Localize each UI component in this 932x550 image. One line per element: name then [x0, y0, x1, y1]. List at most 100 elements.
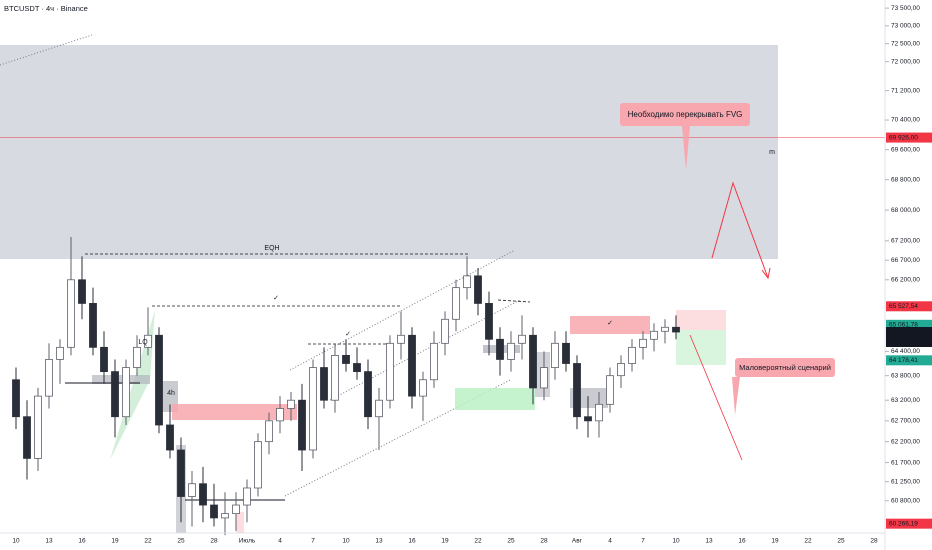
candle-body: [188, 483, 196, 497]
annotation: LQ: [138, 339, 148, 346]
arrow-path: [689, 334, 743, 461]
price-label: 60 266,19: [889, 520, 918, 527]
y-tick-label: 68 800,00: [891, 176, 920, 183]
price-label-bg: [886, 319, 932, 330]
zone: [172, 404, 297, 420]
candle-body: [353, 363, 361, 373]
callout: [735, 358, 835, 377]
candle-body: [221, 513, 229, 519]
x-tick-label: 25: [507, 538, 515, 545]
candle-body: [122, 367, 130, 418]
candle-body: [210, 504, 218, 519]
zone: [570, 316, 650, 334]
candle-body: [89, 303, 97, 348]
x-tick-label: 22: [144, 538, 152, 545]
fvg-zone: [0, 45, 778, 259]
y-tick-label: 66 700,00: [891, 257, 920, 264]
candle-body: [639, 338, 647, 348]
candle-body: [287, 399, 295, 409]
candle-body: [463, 275, 471, 289]
trend-line: [0, 34, 93, 66]
arrow-path: [711, 181, 769, 279]
x-tick-label: 25: [837, 538, 845, 545]
candle-body: [551, 342, 559, 368]
price-label-bg: [886, 301, 932, 312]
candle-body: [331, 355, 339, 401]
price-label: 69 926,00: [889, 134, 918, 141]
candles: [0, 137, 885, 536]
annotation: ✓: [273, 295, 279, 302]
x-tick-label: 22: [474, 538, 482, 545]
candle-body: [166, 424, 174, 451]
y-tick-label: 73 000,00: [891, 23, 920, 30]
zone: [455, 388, 535, 410]
x-tick-label: 19: [771, 538, 779, 545]
chart-title: BTCUSDT · 4ч · Binance: [4, 4, 88, 13]
x-tick-label: 16: [408, 538, 416, 545]
x-tick-label: 7: [641, 538, 645, 545]
candle-body: [529, 334, 537, 389]
candle-body: [67, 279, 75, 348]
x-tick-label: 4: [608, 538, 612, 545]
candle-body: [540, 367, 548, 389]
candle-body: [243, 487, 251, 506]
y-tick-label: 67 200,00: [891, 238, 920, 245]
level-line: [497, 299, 531, 303]
candle-body: [661, 326, 669, 332]
x-tick-label: 16: [78, 538, 86, 545]
x-tick-label: 7: [311, 538, 315, 545]
candle-body: [199, 483, 207, 506]
x-tick-label: 10: [342, 538, 350, 545]
price-label-bg: [886, 355, 932, 366]
price-label: 65 527,54: [889, 303, 918, 310]
candle-body: [441, 318, 449, 344]
candle-body: [650, 330, 658, 340]
x-tick-label: 25: [177, 538, 185, 545]
candle-body: [232, 504, 240, 515]
candle-body: [595, 403, 603, 422]
candle-body: [364, 371, 372, 418]
zone: [92, 375, 150, 384]
candle-body: [408, 334, 416, 397]
y-tick-label: 61 250,00: [891, 478, 920, 485]
candle-body: [177, 449, 185, 497]
candle-body: [155, 334, 163, 426]
candle-body: [573, 363, 581, 418]
callout-text: Маловероятный сценарий: [739, 363, 831, 372]
y-tick-label: 72 000,00: [891, 58, 920, 65]
y-tick-label: 62 200,00: [891, 438, 920, 445]
candle-body: [144, 334, 152, 348]
zone: [676, 330, 726, 365]
x-tick-label: 4: [278, 538, 282, 545]
candle-body: [342, 355, 350, 364]
y-tick-label: 63 200,00: [891, 397, 920, 404]
candle-body: [452, 287, 460, 320]
candle-body: [617, 363, 625, 377]
x-tick-label: 19: [111, 538, 119, 545]
x-tick-label: 13: [375, 538, 383, 545]
price-label-bg: [886, 132, 932, 143]
candle-body: [397, 334, 405, 344]
x-tick-label: 28: [210, 538, 218, 545]
candle-body: [100, 346, 108, 373]
x-tick-label: 13: [705, 538, 713, 545]
x-tick-label: 19: [441, 538, 449, 545]
annotation: ✓: [607, 320, 613, 327]
candle-body: [320, 367, 328, 401]
candle-body: [584, 416, 592, 422]
candle-body: [254, 441, 262, 489]
candle-body: [276, 408, 284, 422]
x-tick-label: 28: [540, 538, 548, 545]
candle-body: [518, 334, 526, 344]
zone: [676, 310, 726, 330]
price-label: 64 882,00: [889, 329, 918, 336]
candle-body: [12, 379, 20, 418]
price-label-bg: [886, 518, 932, 529]
y-tick-label: 61 700,00: [891, 459, 920, 466]
candle-body: [419, 379, 427, 397]
candle-body: [375, 399, 383, 418]
candle-body: [45, 359, 53, 397]
x-tick-label: Июль: [239, 538, 256, 545]
